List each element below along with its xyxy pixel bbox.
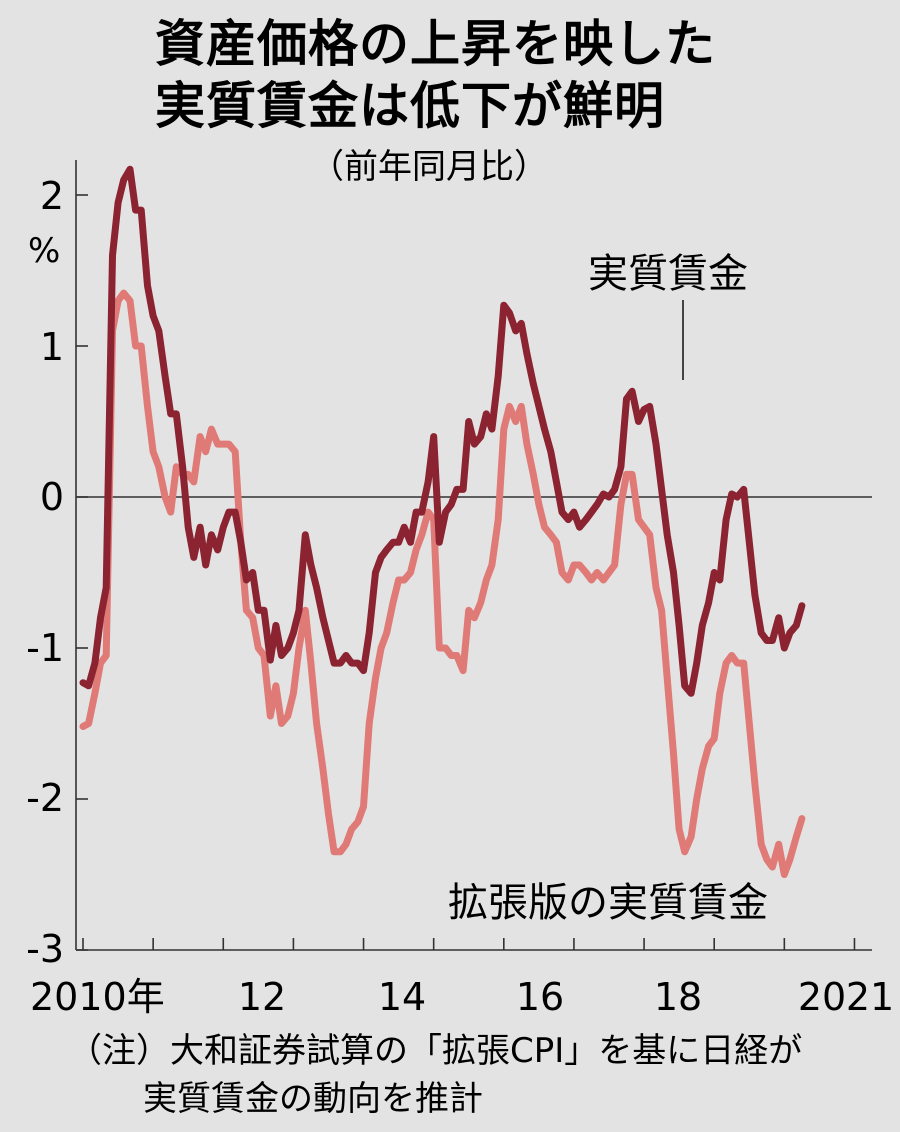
- series-line-real-wage: [79, 165, 806, 697]
- x-tick-label-21: 21: [846, 975, 894, 1019]
- x-tick-label-16: 16: [516, 975, 564, 1019]
- x-tick-label-18: 18: [654, 975, 702, 1019]
- annotation-real-wage: 実質賃金: [588, 251, 748, 297]
- note-line-1: （注）大和証券試算の「拡張CPI」を基に日経が: [68, 1031, 802, 1071]
- x-tick-label-2010: 2010年: [30, 975, 165, 1019]
- y-ticks: [76, 194, 88, 951]
- x-tick-label-14: 14: [378, 975, 426, 1019]
- note-line-2: 実質賃金の動向を推計: [143, 1079, 483, 1119]
- x-ticks: [82, 938, 856, 950]
- y-tick-label-1: 1: [40, 325, 64, 369]
- x-tick-label-12: 12: [238, 975, 286, 1019]
- y-tick-label-minus1: -1: [26, 626, 64, 670]
- y-tick-label-2: 2: [40, 174, 64, 218]
- annotation-extended-real-wage: 拡張版の実質賃金: [448, 880, 768, 926]
- y-tick-label-minus3: -3: [26, 927, 64, 971]
- y-tick-label-minus2: -2: [26, 776, 64, 820]
- chart-title-line-1: 資産価格の上昇を映した: [155, 15, 716, 73]
- y-axis-unit: %: [28, 231, 60, 271]
- x-tick-label-20: 20: [798, 975, 846, 1019]
- chart-subtitle: （前年同月比）: [310, 147, 548, 187]
- chart-title-line-2: 実質賃金は低下が鮮明: [155, 77, 665, 135]
- series-line-extended-real-wage: [79, 289, 806, 878]
- y-tick-label-0: 0: [40, 475, 64, 519]
